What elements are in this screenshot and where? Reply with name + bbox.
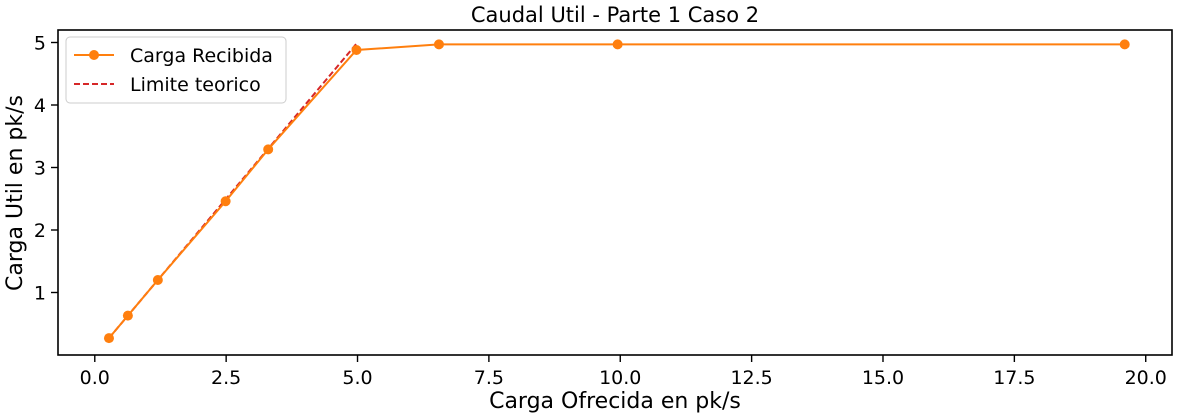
data-point (1119, 39, 1130, 50)
data-point (351, 45, 362, 55)
legend-label-limite-teorico: Limite teorico (130, 74, 261, 96)
plot-area (57, 29, 1173, 356)
data-point (152, 275, 163, 285)
data-point (220, 196, 231, 207)
x-axis-ticks: 0.0 2.5 5.0 7.5 10.0 12.5 15.0 17.5 20.0 (80, 355, 1167, 389)
x-tick-label: 17.5 (993, 367, 1035, 389)
y-tick-label: 3 (34, 158, 46, 180)
y-tick-label: 5 (34, 33, 46, 55)
y-tick-label: 1 (34, 283, 46, 305)
data-point (433, 39, 444, 50)
x-tick-label: 5.0 (342, 367, 372, 389)
chart-legend: Carga Recibida Limite teorico (65, 36, 287, 104)
x-tick-label: 10.0 (599, 367, 641, 389)
x-tick-label: 0.0 (80, 367, 110, 389)
legend-label-carga-recibida: Carga Recibida (130, 45, 273, 67)
y-tick-label: 4 (34, 95, 46, 117)
y-tick-label: 2 (34, 220, 46, 242)
legend-box (65, 36, 287, 104)
y-axis-label: Carga Util en pk/s (3, 95, 28, 291)
legend-marker-carga-recibida (89, 50, 99, 60)
data-point (122, 310, 133, 321)
x-tick-label: 20.0 (1125, 367, 1167, 389)
x-tick-label: 2.5 (211, 367, 241, 389)
plot-frame (57, 29, 1173, 356)
data-point (263, 144, 274, 155)
series-layer (103, 39, 1130, 344)
data-point (612, 39, 623, 50)
x-axis-label: Carga Ofrecida en pk/s (489, 389, 741, 414)
chart-title: Caudal Util - Parte 1 Caso 2 (471, 3, 759, 27)
x-tick-label: 12.5 (730, 367, 772, 389)
x-tick-label: 7.5 (474, 367, 504, 389)
x-tick-label: 15.0 (862, 367, 904, 389)
data-point (103, 333, 114, 344)
y-axis-ticks: 1 2 3 4 5 (34, 33, 58, 305)
